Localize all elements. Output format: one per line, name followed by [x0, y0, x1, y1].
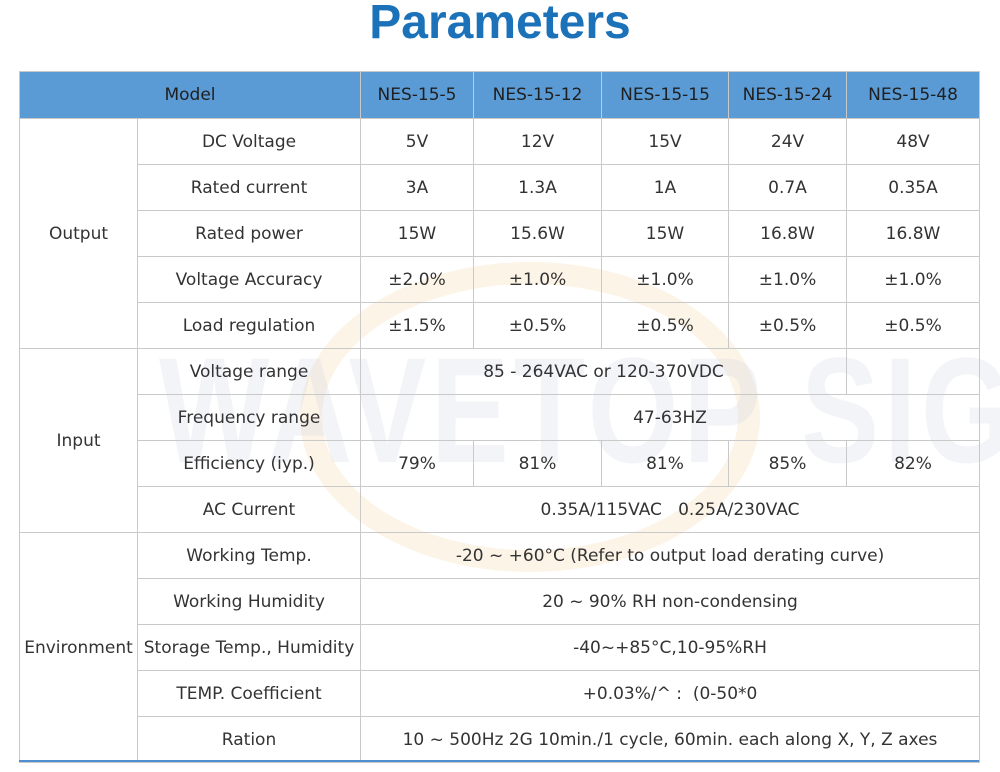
table-cell: ±0.5%: [846, 302, 981, 349]
table-cell: ±1.0%: [601, 256, 730, 303]
table-row: AC Current 0.35A/115VAC 0.25A/230VAC: [20, 486, 981, 533]
row-label: TEMP. Coefficient: [136, 670, 362, 717]
model-header: Model: [18, 71, 362, 119]
group-output: Output: [19, 118, 138, 349]
parameters-table: Model NES-15-5 NES-15-12 NES-15-15 NES-1…: [18, 71, 981, 763]
page-title: Parameters: [369, 0, 631, 49]
table-cell: 15.6W: [473, 210, 603, 257]
table-cell: 0.35A: [846, 164, 981, 211]
row-label: Voltage Accuracy: [136, 256, 362, 303]
table-cell: 16.8W: [728, 210, 848, 257]
table-row: Rated current 3A 1.3A 1A 0.7A 0.35A: [20, 164, 981, 211]
table-cell: ±1.0%: [846, 256, 981, 303]
table-cell: ±0.5%: [473, 302, 603, 349]
row-label: Working Temp.: [136, 532, 362, 579]
row-label: Rated power: [136, 210, 362, 257]
header-row: Model NES-15-5 NES-15-12 NES-15-15 NES-1…: [18, 71, 981, 119]
bottom-divider: [19, 760, 979, 762]
table-cell: ±0.5%: [728, 302, 848, 349]
table-row: Voltage Accuracy ±2.0% ±1.0% ±1.0% ±1.0%…: [20, 256, 981, 303]
table-cell: ±1.5%: [360, 302, 475, 349]
table-cell: 81%: [601, 440, 730, 487]
table-row: Frequency range 47-63HZ: [20, 394, 981, 441]
model-header-cell: NES-15-48: [846, 71, 981, 119]
model-header-cell: NES-15-12: [473, 71, 603, 119]
table-cell: 79%: [360, 440, 475, 487]
table-cell: 82%: [846, 440, 981, 487]
table-row: Environment Working Temp. -20 ~ +60°C (R…: [19, 532, 981, 763]
table-cell: 1A: [601, 164, 730, 211]
model-header-cell: NES-15-5: [360, 71, 475, 119]
table-cell: 12V: [473, 118, 603, 165]
row-label: Rated current: [136, 164, 362, 211]
row-label: Storage Temp., Humidity: [136, 624, 362, 671]
table-row: Working Humidity 20 ~ 90% RH non-condens…: [20, 578, 981, 625]
model-header-cell: NES-15-24: [728, 71, 848, 119]
table-cell: 0.35A/115VAC 0.25A/230VAC: [360, 486, 981, 533]
table-row: Input Voltage range 85 - 264VAC or 120-3…: [19, 348, 981, 533]
table-cell: 15W: [360, 210, 475, 257]
model-header-cell: NES-15-15: [601, 71, 730, 119]
row-label: DC Voltage: [136, 118, 362, 165]
table-row: Efficiency (iyp.) 79% 81% 81% 85% 82%: [20, 440, 981, 487]
table-row: Ration 10 ~ 500Hz 2G 10min./1 cycle, 60m…: [20, 716, 981, 763]
table-cell: 16.8W: [846, 210, 981, 257]
table-cell: ±2.0%: [360, 256, 475, 303]
table-row: TEMP. Coefficient +0.03%/^ : (0-50*0: [20, 670, 981, 717]
table-cell: 20 ~ 90% RH non-condensing: [360, 578, 981, 625]
table-cell: 48V: [846, 118, 981, 165]
empty-cell: [846, 348, 981, 395]
group-environment: Environment: [19, 532, 138, 763]
table-cell: ±1.0%: [473, 256, 603, 303]
table-row: Load regulation ±1.5% ±0.5% ±0.5% ±0.5% …: [20, 302, 981, 349]
table-cell: 3A: [360, 164, 475, 211]
table-row: Storage Temp., Humidity -40~+85°C,10-95%…: [20, 624, 981, 671]
table-cell: -20 ~ +60°C (Refer to output load derati…: [360, 532, 981, 579]
row-label: AC Current: [136, 486, 362, 533]
table-cell: 47-63HZ: [360, 394, 981, 441]
row-label: Voltage range: [136, 348, 362, 395]
row-label: Ration: [136, 716, 362, 763]
table-row: Output DC Voltage 5V 12V 15V 24V 48V: [19, 118, 981, 349]
table-cell: ±1.0%: [728, 256, 848, 303]
table-cell: 0.7A: [728, 164, 848, 211]
table-cell: 85%: [728, 440, 848, 487]
row-label: Efficiency (iyp.): [136, 440, 362, 487]
table-cell: 15V: [601, 118, 730, 165]
table-row: Rated power 15W 15.6W 15W 16.8W 16.8W: [20, 210, 981, 257]
table-cell: 24V: [728, 118, 848, 165]
table-cell: 1.3A: [473, 164, 603, 211]
row-label: Frequency range: [136, 394, 362, 441]
table-cell: -40~+85°C,10-95%RH: [360, 624, 981, 671]
row-label: Working Humidity: [136, 578, 362, 625]
table-cell: 5V: [360, 118, 475, 165]
table-cell: 15W: [601, 210, 730, 257]
table-cell: 10 ~ 500Hz 2G 10min./1 cycle, 60min. eac…: [360, 716, 981, 763]
table-cell: 81%: [473, 440, 603, 487]
table-cell: ±0.5%: [601, 302, 730, 349]
table-cell: 85 - 264VAC or 120-370VDC: [360, 348, 848, 395]
row-label: Load regulation: [136, 302, 362, 349]
table-cell: +0.03%/^ : (0-50*0: [360, 670, 981, 717]
group-input: Input: [19, 348, 138, 533]
